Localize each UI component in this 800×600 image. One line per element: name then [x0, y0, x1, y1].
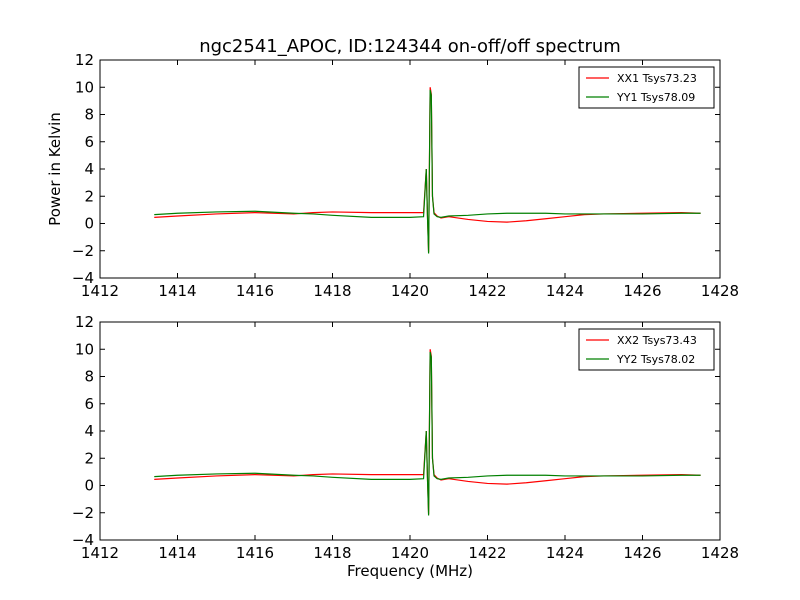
- y-tick-label: −2: [72, 504, 94, 522]
- y-tick-label: 6: [84, 133, 94, 151]
- y-axis-label: Power in Kelvin: [46, 112, 64, 226]
- y-tick-label: 0: [84, 477, 94, 495]
- x-tick-label: 1412: [81, 282, 119, 300]
- legend-entry: XX1 Tsys73.23: [617, 72, 697, 85]
- x-tick-label: 1420: [391, 544, 429, 562]
- y-tick-label: 4: [84, 422, 94, 440]
- y-tick-label: 12: [75, 51, 94, 69]
- legend-entry: XX2 Tsys73.43: [617, 334, 697, 347]
- y-tick-label: 8: [84, 368, 94, 386]
- x-tick-label: 1416: [236, 544, 274, 562]
- y-tick-label: 10: [75, 340, 94, 358]
- x-tick-label: 1428: [701, 282, 739, 300]
- y-tick-label: 0: [84, 215, 94, 233]
- y-tick-label: 2: [84, 449, 94, 467]
- x-tick-label: 1426: [623, 544, 661, 562]
- figure-title: ngc2541_APOC, ID:124344 on-off/off spect…: [199, 36, 621, 57]
- x-tick-label: 1422: [468, 282, 506, 300]
- top-panel: 1412 1414 1416 1418 1420 1422 1424 1426 1428 −4 −2…: [46, 51, 739, 300]
- x-tick-label: 1414: [158, 282, 196, 300]
- y-tick-label: 10: [75, 78, 94, 96]
- y-tick-label: −2: [72, 242, 94, 260]
- legend-entry: YY1 Tsys78.09: [616, 91, 695, 104]
- y-tick-label: −4: [72, 531, 94, 549]
- legend: XX2 Tsys73.43 YY2 Tsys78.02: [578, 328, 715, 371]
- x-tick-label: 1422: [468, 544, 506, 562]
- x-axis-label: Frequency (MHz): [347, 562, 473, 580]
- x-tick-label: 1426: [623, 282, 661, 300]
- x-tick-label: 1428: [701, 544, 739, 562]
- bottom-panel: 1412 1414 1416 1418 1420 1422 1424 1426 1428 −4 −2…: [72, 313, 739, 580]
- y-tick-label: 4: [84, 160, 94, 178]
- x-tick-label: 1412: [81, 544, 119, 562]
- x-tick-label: 1418: [313, 544, 351, 562]
- y-tick-label: 8: [84, 106, 94, 124]
- y-tick-label: 2: [84, 187, 94, 205]
- legend-entry: YY2 Tsys78.02: [616, 353, 695, 366]
- x-tick-label: 1414: [158, 544, 196, 562]
- x-tick-label: 1424: [546, 282, 584, 300]
- x-tick-label: 1424: [546, 544, 584, 562]
- x-tick-label: 1420: [391, 282, 429, 300]
- series-line-yy-panel-2: [154, 351, 701, 516]
- y-tick-label: 6: [84, 395, 94, 413]
- y-tick-label: −4: [72, 269, 94, 287]
- series-line-yy-panel-1: [154, 89, 701, 254]
- y-tick-label: 12: [75, 313, 94, 331]
- x-tick-label: 1416: [236, 282, 274, 300]
- x-tick-label: 1418: [313, 282, 351, 300]
- legend: XX1 Tsys73.23 YY1 Tsys78.09: [578, 66, 715, 109]
